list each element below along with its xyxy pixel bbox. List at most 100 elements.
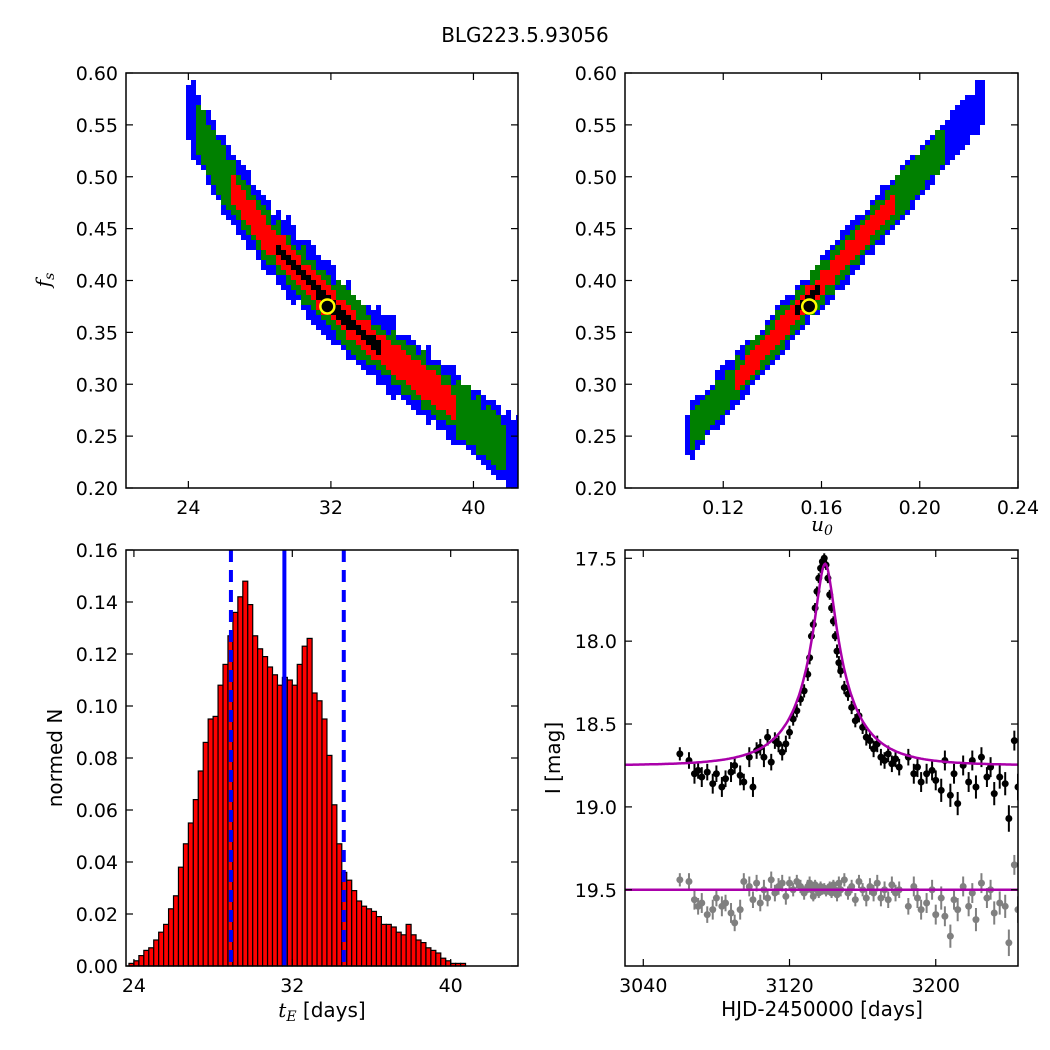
data-point	[782, 892, 790, 900]
heatmap-cell-green	[715, 380, 720, 420]
data-point	[941, 912, 949, 920]
data-point	[1014, 906, 1018, 914]
data-point	[888, 760, 896, 768]
data-point	[709, 906, 717, 914]
x-tick-label: 0.20	[899, 497, 941, 519]
histogram-bar	[400, 934, 407, 967]
data-point	[888, 881, 896, 889]
histogram-bar	[167, 908, 175, 967]
data-point	[892, 755, 900, 763]
panel-tE-histogram: 24 32 40 0.00 0.02 0.04 0.06 0.08 0.10 0.12 0.14 0.…	[43, 540, 519, 1025]
data-point	[1001, 902, 1009, 910]
heatmap-cell-black	[815, 285, 820, 295]
y-tick-label: 0.10	[76, 696, 118, 718]
data-point	[786, 728, 794, 736]
histogram-bar	[326, 754, 333, 967]
data-point	[703, 911, 711, 919]
x-tick-label: 32	[280, 975, 304, 997]
histogram-bar	[192, 798, 199, 967]
data-point	[767, 758, 775, 766]
heatmap-cell-black	[346, 315, 351, 330]
heatmap-cell-red	[780, 315, 785, 340]
heatmap-cell-red	[775, 320, 780, 345]
histogram-bar	[405, 923, 412, 967]
heatmap-cell-green	[705, 395, 710, 430]
heatmap-cell-green	[461, 385, 466, 440]
heatmap-cell-black	[321, 290, 326, 305]
data-point	[809, 892, 817, 900]
histogram-bar	[321, 718, 328, 967]
heatmap-cell-red	[431, 370, 436, 405]
data-point	[749, 783, 757, 791]
histogram-bar	[296, 663, 303, 967]
data-point	[789, 715, 797, 723]
data-point	[870, 745, 878, 753]
heatmap-cell-black	[276, 245, 281, 255]
y-axis-label-imag: I [mag]	[541, 722, 565, 794]
heatmap-cell-green	[720, 380, 725, 415]
data-point	[917, 778, 925, 786]
data-point	[709, 780, 717, 788]
x-tick-label: 24	[176, 497, 200, 519]
heatmap-cell-black	[366, 335, 371, 345]
histogram-bar	[351, 889, 358, 967]
heatmap-cell-red	[735, 370, 740, 390]
data-point	[968, 889, 976, 897]
heatmap-cell-red	[391, 345, 396, 375]
heatmap-cell-black	[296, 265, 301, 275]
histogram-bar	[415, 939, 422, 967]
data-point	[698, 773, 706, 781]
heatmap-cell-blue	[950, 110, 955, 160]
data-point	[932, 776, 940, 784]
data-point	[749, 896, 757, 904]
heatmap-cell-black	[291, 260, 296, 270]
y-tick-label: 0.35	[76, 322, 118, 344]
histogram-bar	[276, 684, 284, 967]
best-fit-marker	[800, 298, 818, 315]
heatmap-cell-black	[356, 325, 361, 335]
data-point	[990, 909, 998, 917]
heatmap-cell-green	[211, 130, 216, 185]
histogram-bar	[430, 949, 437, 967]
heatmap-cell-red	[855, 230, 860, 255]
histogram-bar	[202, 741, 209, 967]
heatmap-cell-black	[376, 340, 381, 355]
data-point	[1005, 814, 1013, 822]
y-tick-label: 0.25	[575, 426, 617, 448]
data-point	[786, 879, 794, 887]
histogram-bar	[163, 923, 170, 967]
heatmap-cell-green	[221, 145, 226, 205]
data-point	[1001, 780, 1009, 788]
heatmap-cell-green	[491, 410, 496, 465]
histogram-bar	[133, 960, 140, 967]
histogram-bar	[232, 611, 239, 967]
panel-fs-vs-tE: 24 32 40 0.20 0.25 0.30 0.35 0.40 0.45 0.50 0.55 0.…	[31, 63, 519, 519]
heatmap-cell-red	[875, 210, 880, 230]
heatmap-cell-blue	[970, 95, 975, 135]
heatmap-cell-green	[700, 400, 705, 440]
y-tick-label: 0.55	[76, 115, 118, 137]
data-point	[771, 889, 779, 897]
y-tick-label: 0.20	[575, 478, 617, 500]
histogram-bar	[143, 949, 150, 967]
data-point	[722, 775, 730, 783]
data-point	[870, 889, 878, 897]
heatmap-cell-black	[795, 305, 800, 315]
histogram-bar	[410, 934, 417, 967]
data-point	[703, 768, 711, 776]
heatmap-cell-blue	[945, 120, 950, 165]
data-point	[977, 753, 985, 761]
data-point	[983, 894, 991, 902]
data-point	[676, 750, 684, 758]
data-point	[851, 896, 859, 904]
histogram-bar	[336, 843, 343, 967]
data-point	[910, 770, 918, 778]
data-point	[745, 882, 753, 890]
histogram-bar	[138, 954, 145, 967]
data-point	[950, 896, 958, 904]
data-point	[833, 647, 841, 655]
histogram-bar	[286, 679, 293, 967]
x-axis-label-hjd: HJD-2450000 [days]	[721, 997, 923, 1021]
histogram-bar	[445, 960, 452, 967]
